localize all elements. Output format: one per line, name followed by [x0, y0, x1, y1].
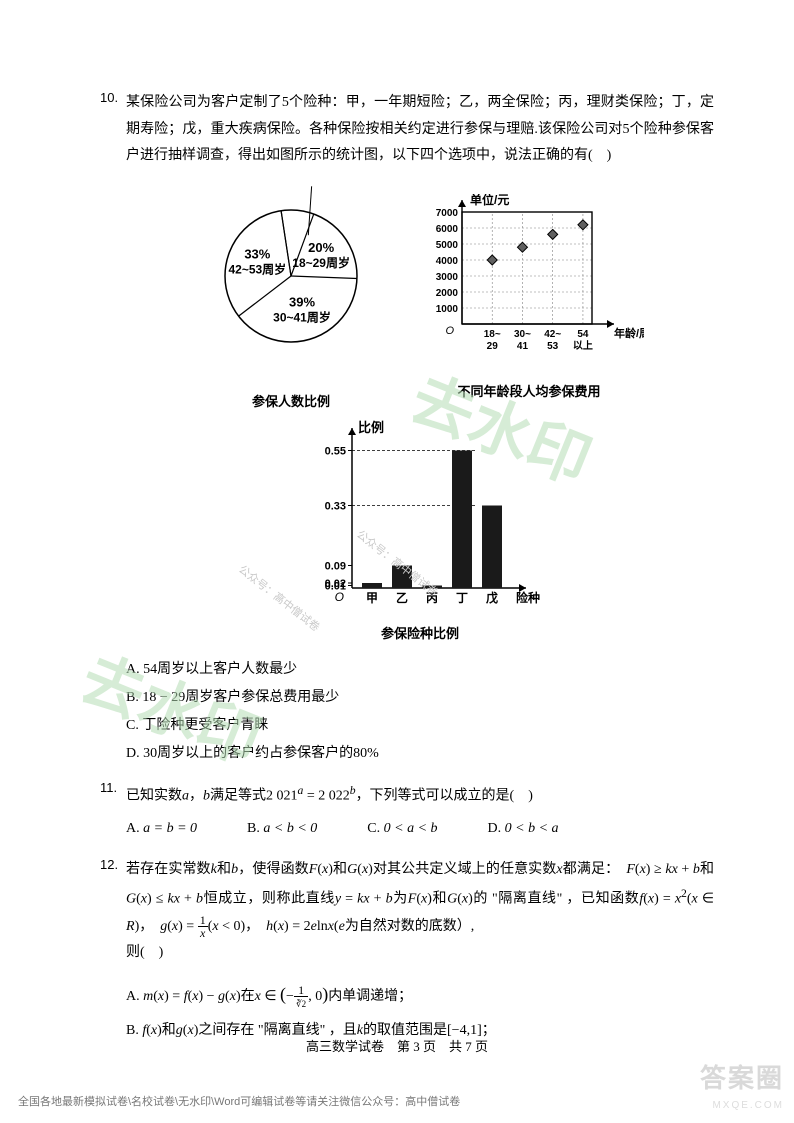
svg-text:3000: 3000 [436, 272, 459, 283]
svg-text:1000: 1000 [436, 304, 459, 315]
svg-text:20%: 20% [308, 240, 334, 255]
svg-text:比例: 比例 [358, 420, 384, 435]
q11-options: A. a = b = 0 B. a < b < 0 C. 0 < a < b D… [126, 814, 714, 845]
svg-text:甲: 甲 [366, 591, 378, 605]
pie-caption: 参保人数比例 [196, 391, 386, 410]
svg-text:0.02: 0.02 [325, 578, 346, 590]
svg-text:丁: 丁 [456, 591, 468, 605]
svg-text:54: 54 [577, 329, 589, 340]
svg-text:乙: 乙 [396, 591, 408, 605]
question-text: 已知实数a，b满足等式2 021a = 2 022b，下列等式可以成立的是( ) [126, 780, 714, 810]
bar-caption: 参保险种比例 [126, 623, 714, 642]
svg-text:18~: 18~ [484, 329, 501, 340]
scatter-chart-block: 1000 2000 3000 4000 5000 6000 7000 单位/元 O 18~29 30… [414, 194, 644, 400]
svg-text:5000: 5000 [436, 240, 459, 251]
corner-watermark-sub: MXQE.COM [712, 1100, 784, 1111]
svg-text:4000: 4000 [436, 256, 459, 267]
svg-text:18~29周岁: 18~29周岁 [292, 255, 350, 270]
q11-opt-c: C. 0 < a < b [367, 814, 437, 845]
pie-chart: 20%18~29周岁39%30~41周岁33%42~53周岁8%≥54周岁 [196, 184, 386, 384]
svg-text:33%: 33% [244, 246, 270, 261]
svg-text:0.55: 0.55 [325, 445, 346, 457]
svg-text:30~41周岁: 30~41周岁 [273, 309, 331, 324]
svg-text:丙: 丙 [426, 591, 438, 605]
question-10: 10. 某保险公司为客户定制了5个险种：甲，一年期短险；乙，两全保险；丙，理财类… [100, 90, 714, 170]
question-11: 11. 已知实数a，b满足等式2 021a = 2 022b，下列等式可以成立的… [100, 780, 714, 810]
svg-text:单位/元: 单位/元 [470, 194, 509, 207]
question-number: 11. [100, 780, 126, 795]
q10-opt-d: D. 30周岁以上的客户约占参保客户的80% [126, 740, 714, 768]
svg-text:戊: 戊 [485, 590, 498, 605]
page-footer: 高三数学试卷 第 3 页 共 7 页 [0, 1036, 794, 1055]
svg-text:0.09: 0.09 [325, 560, 346, 572]
svg-text:以上: 以上 [573, 339, 593, 352]
scatter-caption: 不同年龄段人均参保费用 [414, 381, 644, 400]
scatter-chart: 1000 2000 3000 4000 5000 6000 7000 单位/元 O 18~29 30… [414, 194, 644, 374]
svg-text:39%: 39% [289, 294, 315, 309]
question-12: 12. 若存在实常数k和b，使得函数F(x)和G(x)对其公共定义域上的任意实数… [100, 857, 714, 967]
q10-opt-b: B. 18 − 29周岁客户参保总费用最少 [126, 684, 714, 712]
svg-text:8%: 8% [314, 184, 333, 185]
svg-text:6000: 6000 [436, 224, 459, 235]
pie-chart-block: 20%18~29周岁39%30~41周岁33%42~53周岁8%≥54周岁 参保… [196, 184, 386, 410]
svg-text:O: O [445, 325, 454, 337]
q11-opt-a: A. a = b = 0 [126, 814, 197, 845]
svg-text:2000: 2000 [436, 288, 459, 299]
q11-opt-b: B. a < b < 0 [247, 814, 317, 845]
svg-text:42~: 42~ [544, 329, 561, 340]
question-number: 12. [100, 857, 126, 872]
svg-text:年龄/周岁: 年龄/周岁 [614, 326, 644, 340]
q11-opt-d: D. 0 < b < a [488, 814, 559, 845]
svg-text:30~: 30~ [514, 329, 531, 340]
bottom-note: 全国各地最新模拟试卷\名校试卷\无水印\Word可编辑试卷等请关注微信公众号：高… [18, 1093, 460, 1109]
q10-options: A. 54周岁以上客户人数最少 B. 18 − 29周岁客户参保总费用最少 C.… [126, 656, 714, 768]
bar-chart: 比例O0.010.020.090.330.55甲乙丙丁戊险种 [300, 416, 540, 616]
svg-text:7000: 7000 [436, 208, 459, 219]
svg-text:险种: 险种 [516, 590, 540, 605]
svg-text:42~53周岁: 42~53周岁 [228, 261, 286, 276]
svg-text:29: 29 [487, 341, 499, 352]
corner-watermark: 答案圈 [700, 1058, 784, 1095]
q10-opt-c: C. 丁险种更受客户青睐 [126, 712, 714, 740]
q10-opt-a: A. 54周岁以上客户人数最少 [126, 656, 714, 684]
svg-text:41: 41 [517, 341, 529, 352]
q12-opt-a: A. m(x) = f(x) − g(x)在x ∈ (−1∛2, 0)内单调递增… [126, 973, 714, 1016]
svg-text:53: 53 [547, 341, 559, 352]
question-text: 若存在实常数k和b，使得函数F(x)和G(x)对其公共定义域上的任意实数x都满足… [126, 857, 714, 967]
svg-text:0.33: 0.33 [325, 500, 346, 512]
q10-charts: 20%18~29周岁39%30~41周岁33%42~53周岁8%≥54周岁 参保… [126, 184, 714, 642]
question-number: 10. [100, 90, 126, 105]
question-text: 某保险公司为客户定制了5个险种：甲，一年期短险；乙，两全保险；丙，理财类保险；丁… [126, 90, 714, 170]
